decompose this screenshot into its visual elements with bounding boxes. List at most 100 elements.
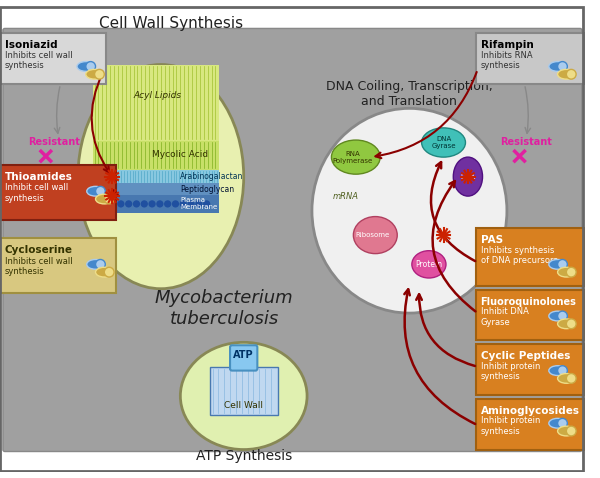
Text: Resistant: Resistant (500, 138, 553, 148)
Circle shape (134, 201, 139, 207)
Text: Cyclic Peptides: Cyclic Peptides (481, 351, 570, 361)
Ellipse shape (557, 267, 575, 277)
Text: DNA Coiling, Transcription,
and Translation: DNA Coiling, Transcription, and Translat… (326, 80, 493, 108)
Ellipse shape (104, 194, 114, 204)
Ellipse shape (87, 260, 104, 269)
Text: DNA
Gyrase: DNA Gyrase (431, 136, 456, 149)
FancyBboxPatch shape (476, 344, 585, 395)
Text: mRNA: mRNA (333, 192, 359, 201)
FancyBboxPatch shape (476, 399, 585, 450)
Ellipse shape (549, 366, 566, 376)
Text: Isoniazid: Isoniazid (5, 40, 58, 50)
Text: Ribosome: Ribosome (355, 232, 389, 238)
FancyBboxPatch shape (476, 228, 585, 286)
Ellipse shape (549, 260, 566, 269)
Text: Protein: Protein (415, 260, 442, 269)
Ellipse shape (353, 217, 397, 254)
Ellipse shape (566, 319, 576, 329)
Ellipse shape (87, 186, 104, 196)
Text: DNA: DNA (460, 174, 476, 180)
Text: Resistant: Resistant (28, 138, 80, 148)
Circle shape (181, 201, 186, 207)
Text: Inhibits synthesis
of DNA precursors: Inhibits synthesis of DNA precursors (481, 246, 557, 265)
Text: Mycobacterium
tuberculosis: Mycobacterium tuberculosis (155, 289, 293, 327)
Circle shape (149, 201, 155, 207)
Text: Cycloserine: Cycloserine (5, 245, 73, 255)
Text: Peptidoglycan: Peptidoglycan (181, 185, 235, 194)
Ellipse shape (549, 62, 566, 71)
Ellipse shape (557, 69, 575, 79)
Ellipse shape (95, 186, 105, 196)
Circle shape (118, 201, 124, 207)
Ellipse shape (557, 426, 575, 436)
Ellipse shape (557, 366, 568, 376)
Text: Inhibit DNA
Gyrase: Inhibit DNA Gyrase (481, 307, 529, 326)
Text: RNA
Polymerase: RNA Polymerase (333, 151, 373, 163)
FancyBboxPatch shape (476, 290, 585, 340)
Text: Plasma
Membrane: Plasma Membrane (181, 197, 218, 210)
FancyBboxPatch shape (209, 367, 278, 415)
Ellipse shape (549, 418, 566, 428)
Text: ATP Synthesis: ATP Synthesis (196, 449, 292, 463)
Circle shape (126, 201, 131, 207)
Ellipse shape (557, 418, 568, 428)
Ellipse shape (557, 319, 575, 329)
Ellipse shape (549, 311, 566, 321)
FancyBboxPatch shape (0, 165, 116, 219)
Text: ATP: ATP (233, 350, 254, 360)
Circle shape (188, 201, 194, 207)
FancyBboxPatch shape (230, 345, 257, 370)
FancyBboxPatch shape (0, 33, 106, 84)
Text: Arabinogalactan: Arabinogalactan (181, 172, 244, 181)
FancyBboxPatch shape (476, 33, 585, 84)
Text: Aminoglycosides: Aminoglycosides (481, 406, 580, 416)
Ellipse shape (95, 69, 104, 79)
Text: Inhibits cell wall
synthesis: Inhibits cell wall synthesis (5, 257, 73, 276)
Ellipse shape (453, 157, 482, 196)
Text: Thioamides: Thioamides (5, 172, 73, 182)
Text: Fluoroquinolones: Fluoroquinolones (481, 296, 577, 306)
Ellipse shape (566, 373, 576, 383)
FancyBboxPatch shape (92, 195, 220, 213)
Ellipse shape (566, 267, 576, 277)
Text: Rifampin: Rifampin (481, 40, 533, 50)
Ellipse shape (312, 109, 507, 313)
Circle shape (196, 201, 202, 207)
Circle shape (103, 201, 108, 207)
Ellipse shape (331, 140, 380, 174)
Text: Inhibits cell wall
synthesis: Inhibits cell wall synthesis (5, 51, 73, 70)
Ellipse shape (86, 69, 103, 79)
Circle shape (173, 201, 178, 207)
Circle shape (110, 201, 116, 207)
Ellipse shape (412, 250, 446, 278)
Text: Inhibits RNA
synthesis: Inhibits RNA synthesis (481, 51, 532, 70)
Ellipse shape (95, 194, 113, 204)
Ellipse shape (557, 62, 568, 71)
Ellipse shape (104, 267, 114, 277)
FancyBboxPatch shape (3, 28, 582, 452)
Ellipse shape (95, 267, 113, 277)
Ellipse shape (557, 373, 575, 383)
Circle shape (95, 201, 100, 207)
Ellipse shape (95, 260, 105, 269)
Ellipse shape (422, 128, 466, 157)
Text: Mycolic Acid: Mycolic Acid (152, 150, 208, 159)
Text: Cell Wall: Cell Wall (224, 401, 263, 410)
Text: Inhibit cell wall
synthesis: Inhibit cell wall synthesis (5, 184, 68, 203)
FancyBboxPatch shape (92, 184, 220, 195)
Ellipse shape (566, 69, 576, 79)
Ellipse shape (557, 260, 568, 269)
FancyBboxPatch shape (0, 238, 116, 293)
Ellipse shape (557, 311, 568, 321)
Circle shape (157, 201, 163, 207)
Ellipse shape (566, 426, 576, 436)
FancyBboxPatch shape (92, 65, 220, 141)
Text: Inhibit protein
synthesis: Inhibit protein synthesis (481, 362, 540, 381)
FancyBboxPatch shape (92, 141, 220, 170)
Circle shape (142, 201, 147, 207)
Text: Cell Wall Synthesis: Cell Wall Synthesis (98, 16, 242, 31)
Circle shape (165, 201, 170, 207)
FancyBboxPatch shape (92, 170, 220, 184)
Ellipse shape (77, 62, 95, 71)
Text: Inhibit protein
synthesis: Inhibit protein synthesis (481, 416, 540, 436)
